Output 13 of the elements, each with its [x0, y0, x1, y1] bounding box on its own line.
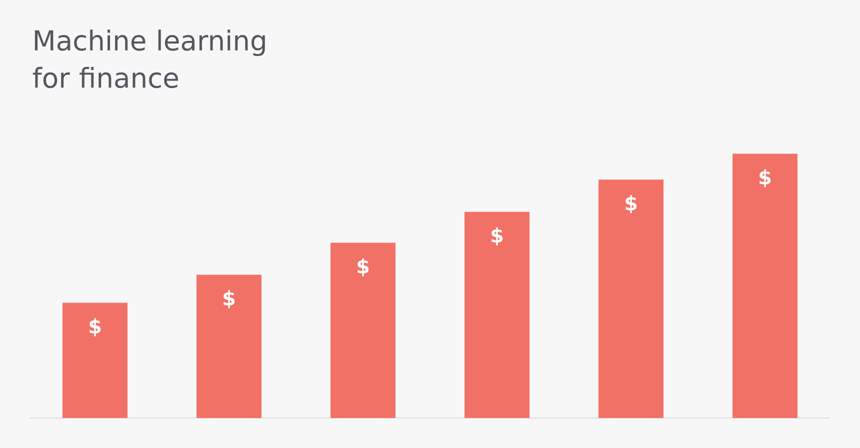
annotation: $	[358, 258, 369, 276]
annotation: $	[626, 195, 637, 214]
bar	[62, 302, 128, 418]
bar	[732, 154, 798, 418]
bar	[196, 274, 262, 418]
bar	[598, 180, 664, 418]
chart-title: Machine learning for finance	[32, 30, 265, 88]
annotation: $	[224, 290, 235, 308]
bar	[464, 212, 530, 418]
annotation: $	[90, 318, 101, 336]
annotation: $	[492, 227, 503, 246]
bar	[330, 242, 396, 418]
annotation: $	[760, 169, 771, 188]
